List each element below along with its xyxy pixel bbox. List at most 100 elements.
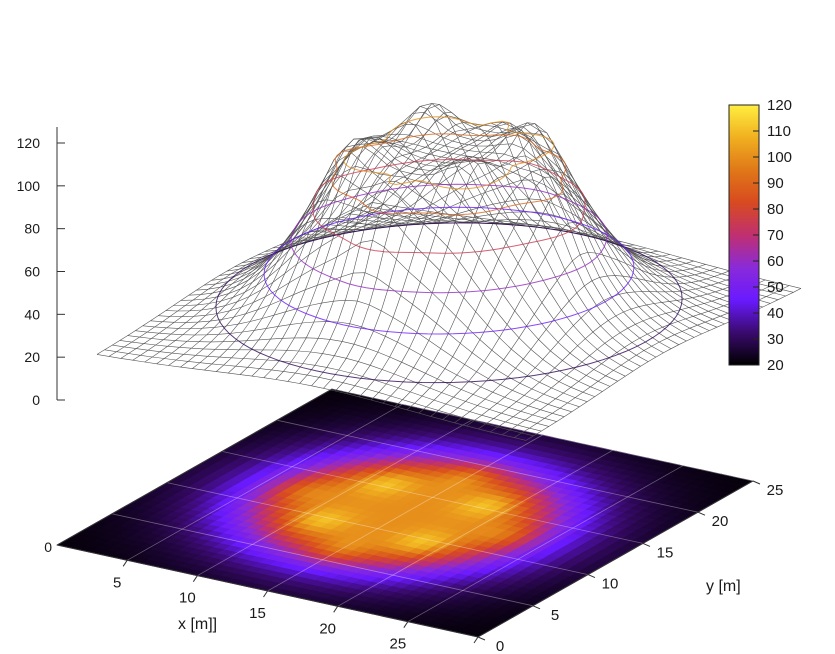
mesh-line [249,124,679,345]
x-tick-label: 15 [249,605,266,622]
x-axis-ticks: 5 10 15 20 25 30 [113,560,479,654]
x-tick-label: 5 [113,574,121,591]
mesh-line [219,141,649,362]
y-tick-mark [642,542,651,547]
mesh-line [454,270,730,424]
mesh-line [165,210,595,397]
floor-gridline [221,451,644,544]
z-tick-label: 20 [24,349,40,365]
base-axis-line [56,388,333,546]
floor-gridline [197,419,473,577]
x-axis-label: x [m]] [178,616,217,633]
mesh-line [96,354,527,441]
mesh-line [326,198,756,311]
x-tick-mark [333,606,339,613]
y-tick-mark [587,574,596,579]
mesh-line [318,179,748,315]
surface-contour [215,222,683,384]
mesh-line [108,204,385,357]
base-axis-line [477,480,754,638]
mesh-line [135,321,565,417]
x-tick-mark [473,636,479,644]
floor-gridline [331,388,754,482]
mesh-line [295,122,725,325]
colorbar-tick-label: 120 [767,97,792,114]
colorbar-tick-label: 90 [767,175,784,192]
mesh-line [112,344,542,432]
mesh-line [341,217,771,304]
z-tick-label: 40 [24,306,40,322]
mesh-line [287,122,563,382]
floor-gridline [407,465,684,623]
mesh-line [287,121,718,328]
x-tick-label: 10 [179,590,196,607]
mesh-line [242,133,672,349]
y-tick-mark [697,511,706,516]
mesh-line [303,134,733,321]
mesh-line [142,299,572,413]
surface-contour [331,133,567,216]
mesh-line [466,273,742,427]
surface-mesh [96,103,802,441]
x-tick-label: 20 [319,620,336,637]
mesh-line [180,180,611,387]
surface-contour [312,158,586,254]
floor-gridline [126,403,403,561]
mesh-line [211,137,641,367]
x-tick-mark [263,590,268,598]
floor-gridline [166,482,589,575]
y-tick-mark [752,480,761,485]
mesh-line [490,279,766,433]
y-axis-label: y [m] [706,578,741,595]
y-tick-label: 20 [712,513,729,530]
z-tick-label: 60 [24,264,40,280]
surface-contour [263,206,635,335]
floor-gridline [111,513,534,607]
floor-gridline [267,434,543,592]
colorbar-tick-label: 80 [767,201,784,218]
mesh-line [280,115,710,331]
mesh-line [257,111,687,342]
x-tick-mark [403,621,409,628]
z-tick-label: 120 [17,135,41,151]
y-tick-label: 5 [551,607,559,624]
mesh-line [127,335,557,422]
z-axis-ticks: 0 20 40 60 80 100 120 0 [17,135,65,555]
floor-gridline [276,419,699,513]
mesh-line [119,340,549,427]
mesh-line [150,272,580,408]
y-tick-label: 25 [767,482,784,499]
y-tick-mark [532,605,541,610]
y-tick-label: 15 [657,544,674,561]
floor-gridline [337,449,613,607]
x-tick-mark [192,575,198,582]
z-tick-label: 0 [32,392,40,408]
mesh-line [310,155,740,318]
colorbar-tick-label: 50 [767,279,784,296]
y-tick-label: 0 [496,638,504,654]
surface-contour [343,116,555,190]
surface-contour [290,183,608,294]
colorbar-tick-label: 110 [767,123,791,140]
y-tick-label: 10 [602,576,619,593]
colorbar-tick-label: 100 [767,149,792,166]
mesh-line [234,137,664,354]
y-tick-mark [477,636,486,641]
colorbar-tick-label: 30 [767,331,784,348]
colorbar-tick-label: 60 [767,253,784,270]
x-tick-mark [122,560,128,567]
x-tick-label: 25 [389,636,406,653]
colorbar-tick-label: 20 [767,357,784,374]
mesh-line [158,239,588,402]
x-tick-label: 30 [460,651,477,654]
z-tick-label: 100 [17,178,41,194]
colorbar-tick-label: 40 [767,305,784,322]
mesh-line [188,165,618,382]
y-axis-ticks: 0 5 10 15 20 25 [477,480,784,654]
floor-heatmap [56,388,754,638]
mesh-line [272,104,702,335]
mesh-line [349,213,779,300]
mesh-line [173,190,603,392]
